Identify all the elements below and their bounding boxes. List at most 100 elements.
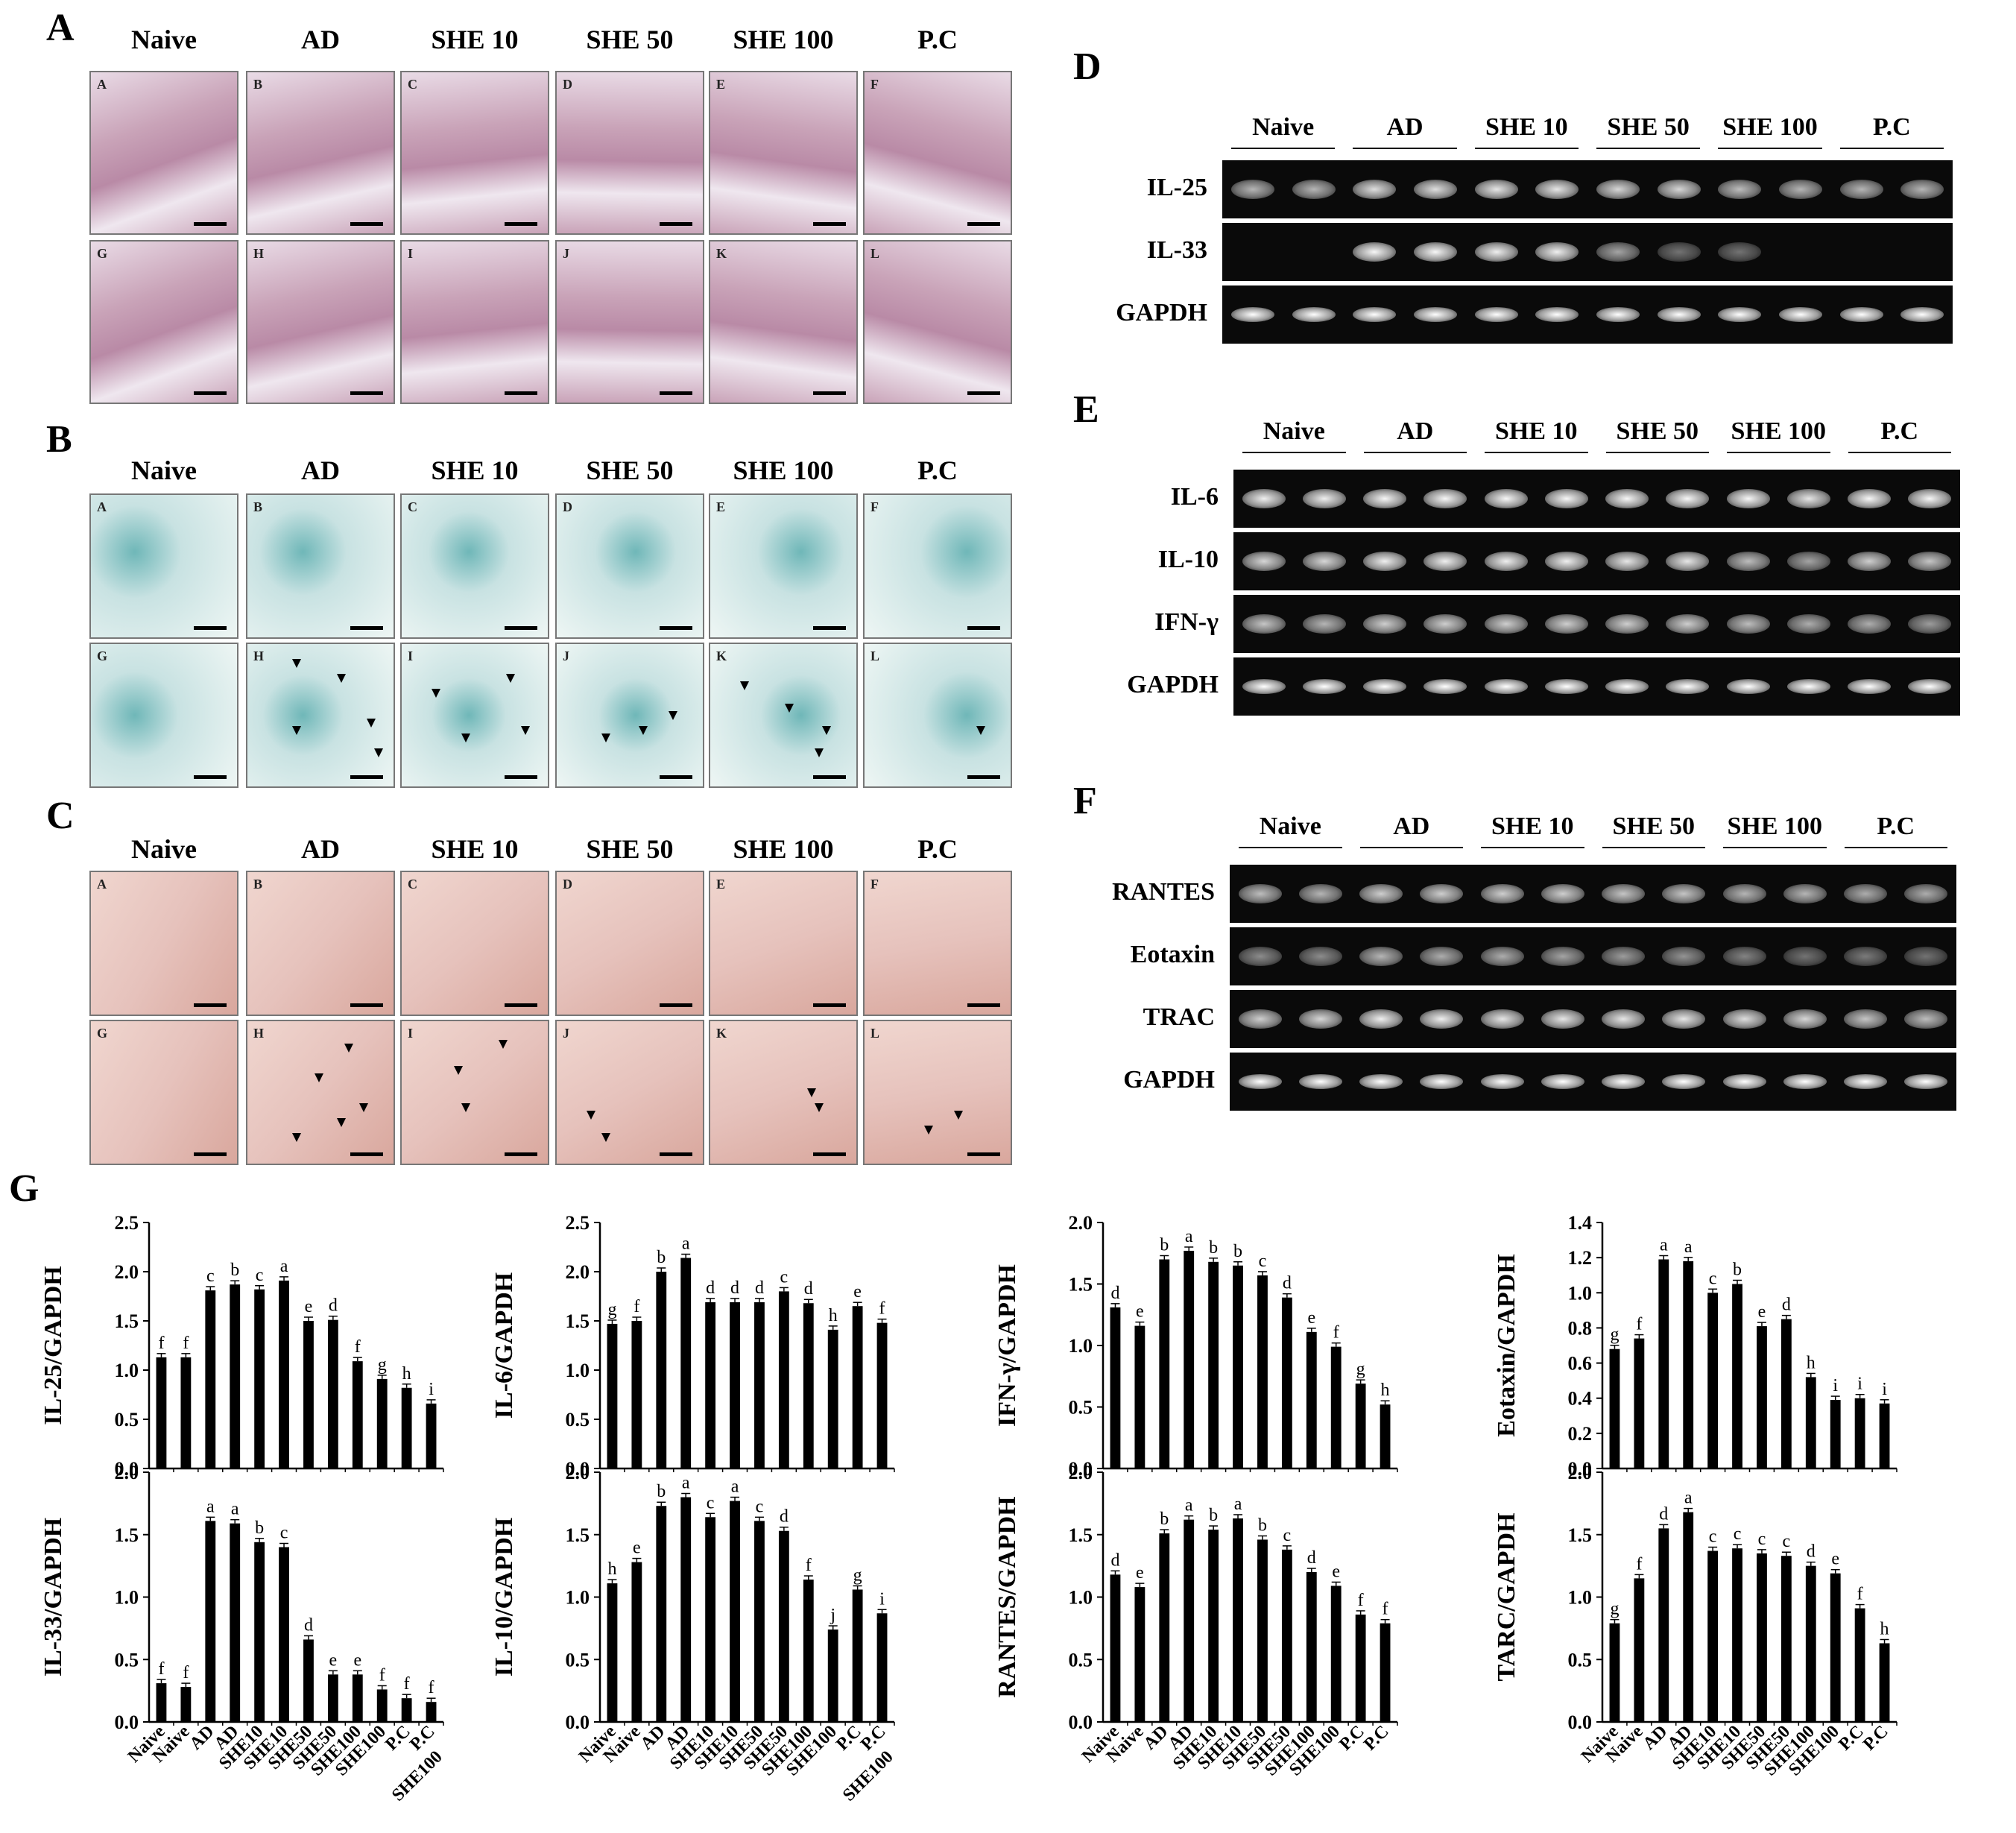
bar — [180, 1687, 192, 1722]
scale-bar — [505, 626, 537, 630]
column-header: Naive — [131, 834, 197, 864]
significance-letter: d — [1659, 1504, 1668, 1524]
x-category-label: AD — [1140, 1722, 1172, 1754]
y-tick-label: 1.0 — [566, 1360, 590, 1381]
y-tick-label: 1.2 — [1568, 1247, 1593, 1269]
y-tick-label: 1.0 — [115, 1360, 139, 1381]
scale-bar — [505, 775, 537, 779]
significance-letter: f — [1857, 1585, 1863, 1604]
tile-label: A — [97, 77, 107, 92]
arrowhead-marker — [740, 681, 749, 690]
tile-label: L — [870, 1026, 880, 1041]
micrograph-tile: G — [89, 643, 238, 788]
bar — [1330, 1346, 1342, 1468]
micrograph-tile: I — [400, 643, 549, 788]
bar — [1257, 1539, 1268, 1722]
panel-letter-d: D — [1073, 45, 1102, 88]
scale-bar — [350, 626, 383, 630]
bar — [631, 1562, 642, 1722]
gel-band — [1420, 884, 1464, 903]
x-category-label: P.C — [832, 1722, 865, 1755]
y-tick-label: 1.0 — [1568, 1282, 1593, 1304]
column-header: SHE 10 — [431, 25, 519, 54]
y-tick-label: 1.0 — [1069, 1587, 1093, 1609]
y-tick-label: 1.4 — [1568, 1212, 1593, 1234]
panel-letter-f: F — [1073, 780, 1097, 822]
tile-label: B — [253, 499, 263, 514]
bar — [852, 1589, 863, 1722]
lane-group-underline — [1596, 148, 1701, 149]
gel-band — [1786, 489, 1830, 508]
bar — [1683, 1512, 1694, 1722]
gel-band — [1484, 614, 1528, 634]
bar — [1134, 1587, 1146, 1722]
gel-band — [1666, 552, 1710, 571]
micrograph-tile: B — [246, 493, 395, 639]
scale-bar — [813, 1152, 846, 1156]
bar — [1854, 1608, 1865, 1722]
significance-letter: h — [1381, 1381, 1390, 1400]
micrograph-tile: C — [400, 871, 549, 1016]
y-tick-label: 0.8 — [1568, 1317, 1593, 1339]
tile-label: H — [253, 649, 265, 663]
x-category-label: AD — [637, 1722, 669, 1754]
significance-letter: f — [379, 1665, 385, 1685]
gel-band — [1900, 307, 1944, 322]
significance-letter: a — [1234, 1495, 1242, 1514]
significance-letter: d — [1782, 1296, 1791, 1315]
tile-label: A — [97, 877, 107, 892]
x-category-label: P.C — [382, 1722, 414, 1755]
gel-band — [1657, 242, 1701, 262]
lane-group-underline — [1485, 452, 1588, 453]
lane-group-header: AD — [1359, 813, 1463, 848]
lane-group-header-text: AD — [1393, 813, 1430, 840]
column-header: AD — [301, 25, 340, 54]
gel-strip — [1233, 657, 1960, 716]
arrowhead-marker — [315, 1073, 323, 1082]
gene-label: IL-10 — [1157, 546, 1219, 573]
significance-letter: d — [1110, 1284, 1119, 1303]
bar — [156, 1357, 167, 1468]
tile-label: L — [870, 246, 880, 261]
bar — [1380, 1623, 1391, 1722]
column-header: P.C — [917, 455, 958, 485]
gel-band — [1726, 614, 1770, 634]
scale-bar — [967, 1152, 1000, 1156]
tile-label: C — [408, 877, 417, 892]
lane-group-header: Naive — [1231, 113, 1336, 149]
significance-letter: e — [305, 1297, 313, 1316]
bar — [352, 1674, 363, 1722]
bar — [876, 1613, 888, 1722]
bar — [1306, 1572, 1317, 1722]
column-header: AD — [301, 455, 340, 485]
gel-band — [1541, 1009, 1584, 1029]
gel-band — [1662, 884, 1706, 903]
y-tick-label: 0.6 — [1568, 1353, 1593, 1375]
scale-bar — [813, 1003, 846, 1007]
gel-band — [1908, 552, 1952, 571]
bar — [1208, 1530, 1219, 1722]
significance-letter: b — [1209, 1238, 1218, 1258]
significance-letter: h — [607, 1559, 616, 1579]
y-tick-label: 0.0 — [115, 1711, 139, 1733]
y-tick-label: 0.0 — [566, 1711, 590, 1733]
significance-letter: a — [1684, 1489, 1693, 1508]
bar — [180, 1357, 192, 1468]
lane-group-header-text: SHE 50 — [1612, 813, 1696, 840]
y-tick-label: 0.5 — [1069, 1397, 1093, 1419]
gel-band — [1480, 1009, 1524, 1029]
panel-letter-c: C — [46, 795, 75, 837]
y-tick-label: 0.5 — [115, 1649, 139, 1670]
gel-band — [1605, 489, 1649, 508]
micrograph-tile: E — [709, 871, 858, 1016]
gene-label: IL-25 — [1146, 174, 1207, 201]
gel-band — [1353, 242, 1397, 262]
x-category-label: SHE100 — [758, 1722, 816, 1780]
lane-group-header-text: SHE 100 — [1731, 417, 1827, 445]
panel-letter-a: A — [46, 7, 75, 49]
x-category-label: SHE50 — [1718, 1722, 1769, 1773]
bar — [426, 1702, 437, 1722]
micrograph-tile: D — [555, 493, 704, 639]
x-category-label: P.C — [1859, 1722, 1892, 1755]
y-tick-label: 0.4 — [1568, 1388, 1593, 1410]
